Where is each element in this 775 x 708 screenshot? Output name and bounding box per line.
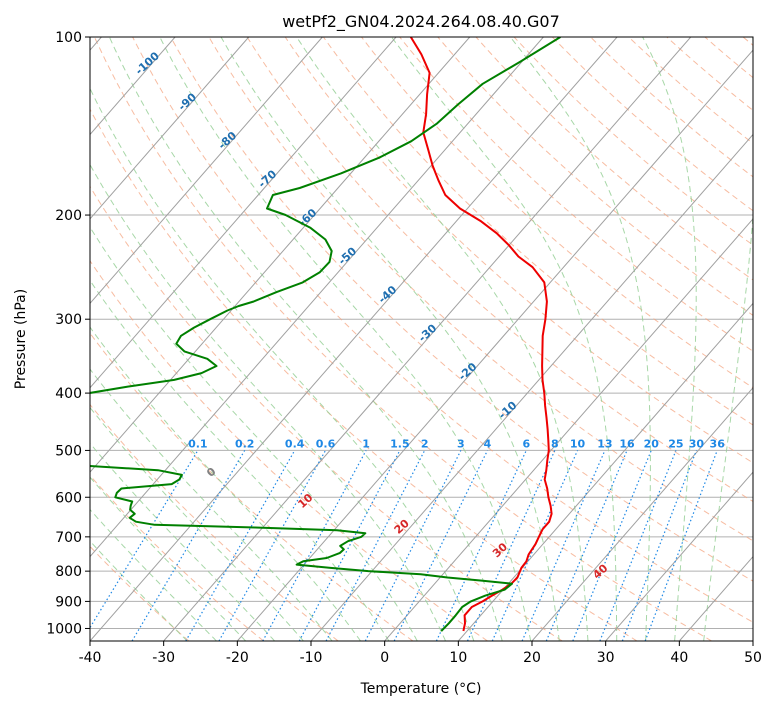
isotherm — [90, 37, 323, 305]
x-tick-label: 30 — [597, 650, 615, 666]
y-axis-label: Pressure (hPa) — [13, 289, 29, 389]
x-tick-label: 20 — [523, 650, 541, 666]
isotherm — [90, 37, 471, 473]
isotherm — [457, 302, 753, 641]
y-tick-label: 400 — [55, 386, 82, 402]
mixing-ratio-label: 3 — [457, 437, 465, 450]
y-tick-label: 500 — [55, 443, 82, 459]
dry-adiabat — [246, 37, 753, 503]
mixing-ratio-label: 13 — [597, 437, 612, 450]
moist-adiabat — [90, 442, 275, 641]
isotherm — [531, 386, 753, 641]
mixing-ratio-line — [262, 450, 367, 641]
x-tick-label: -20 — [226, 650, 249, 666]
mixing-ratio-line — [90, 450, 199, 629]
mixing-ratio-line — [218, 450, 327, 641]
moist-adiabat — [509, 37, 651, 641]
mixing-ratio-label: 0.1 — [188, 437, 208, 450]
plot-frame — [89, 36, 754, 642]
x-axis-label: Temperature (°C) — [360, 681, 482, 697]
dry-adiabat — [170, 37, 753, 582]
x-tick-label: 40 — [670, 650, 688, 666]
mixing-ratio-line — [393, 450, 488, 641]
isotherm — [605, 471, 753, 641]
moist-adiabat — [159, 37, 532, 641]
dry-adiabat — [90, 108, 638, 641]
mixing-ratio-label: 8 — [551, 437, 559, 450]
dry-adiabat — [90, 185, 563, 641]
isotherm — [236, 49, 753, 641]
mixing-ratio-label: 0.4 — [285, 437, 305, 450]
mixing-ratio-line — [521, 450, 606, 641]
isotherm — [90, 37, 544, 558]
isotherm — [310, 133, 753, 641]
moist-adiabat — [642, 37, 697, 641]
isotherm — [90, 37, 618, 641]
chart-title: wetPf2_GN04.2024.264.08.40.G07 — [282, 12, 560, 32]
y-tick-label: 600 — [55, 490, 82, 506]
x-tick-label: 50 — [744, 650, 762, 666]
x-tick-label: 0 — [380, 650, 389, 666]
moist-adiabat — [296, 37, 589, 641]
y-tick-label: 200 — [55, 208, 82, 224]
moist-adiabat — [703, 37, 753, 641]
y-axis: 100 200 300 400 500 600 700 800 900 1000 — [46, 30, 90, 637]
isotherm — [384, 218, 753, 641]
y-tick-label: 800 — [55, 564, 82, 580]
dry-adiabat — [284, 37, 753, 464]
mixing-ratio-line — [131, 450, 246, 641]
mixing-ratio-label: 2 — [421, 437, 429, 450]
y-tick-label: 300 — [55, 312, 82, 328]
mixing-ratio-line — [545, 450, 628, 641]
mixing-ratio-line — [466, 450, 556, 641]
x-tick-label: -10 — [300, 650, 323, 666]
mixing-ratio-label: 4 — [484, 437, 492, 450]
mixing-ratio-label: 6 — [522, 437, 530, 450]
mixing-ratio-label: 20 — [644, 437, 660, 450]
y-tick-label: 900 — [55, 594, 82, 610]
dry-adiabat — [437, 37, 753, 316]
mixing-ratio-label: 0.6 — [316, 437, 336, 450]
moist-adiabat — [220, 37, 560, 641]
x-tick-label: 10 — [449, 650, 467, 666]
mixing-ratio-line — [435, 450, 527, 641]
y-tick-label: 1000 — [46, 621, 82, 637]
moist-adiabat — [90, 163, 446, 641]
mixing-ratio-label: 36 — [710, 437, 726, 450]
x-axis: -40 -30 -20 -10 0 10 20 30 40 50 — [79, 641, 762, 666]
y-tick-label: 100 — [55, 30, 82, 46]
moist-adiabat — [108, 37, 503, 641]
moist-adiabat — [90, 476, 247, 641]
mixing-ratio-label: 1 — [362, 437, 370, 450]
dry-adiabat — [90, 545, 190, 641]
profiles — [90, 37, 561, 632]
dewpoint-line — [90, 37, 561, 632]
moist-adiabat — [90, 226, 418, 641]
mixing-ratio-line — [185, 450, 296, 641]
dry-adiabat — [90, 403, 339, 641]
moist-adiabat — [90, 368, 333, 641]
isotherm — [90, 37, 250, 220]
temperature-line — [409, 37, 553, 632]
moist-adiabat — [90, 279, 390, 641]
mixing-ratio-label: 10 — [570, 437, 586, 450]
moist-adiabat — [90, 87, 475, 641]
mixing-ratio-label: 1.5 — [390, 437, 410, 450]
dry-adiabat — [90, 259, 488, 641]
isotherm — [90, 37, 397, 389]
isotherm — [163, 37, 692, 641]
mixing-ratio-label: 30 — [689, 437, 705, 450]
y-tick-label: 700 — [55, 530, 82, 546]
x-tick-label: -40 — [79, 650, 102, 666]
mixing-ratio-label: 0.2 — [235, 437, 255, 450]
x-tick-label: -30 — [152, 650, 175, 666]
dry-adiabat — [90, 474, 264, 641]
mixing-ratio-label: 25 — [668, 437, 683, 450]
mixing-ratio-label: 16 — [619, 437, 635, 450]
